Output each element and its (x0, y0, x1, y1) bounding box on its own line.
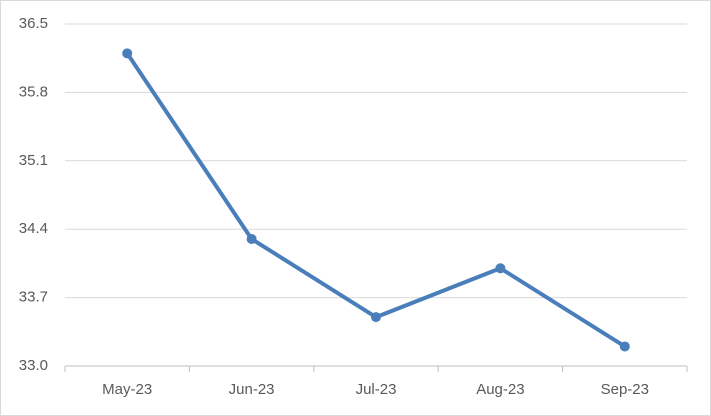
y-tick-label: 34.4 (19, 220, 48, 237)
x-tick-label: Sep-23 (601, 381, 649, 398)
point (371, 312, 381, 323)
point (122, 48, 133, 59)
x-tick-label: May-23 (102, 381, 152, 398)
y-tick-label: 33.7 (19, 289, 48, 306)
y-tick-label: 33.0 (19, 357, 48, 374)
x-tick-label: Jul-23 (356, 381, 397, 398)
y-tick-label: 35.1 (19, 152, 48, 169)
point (246, 233, 257, 244)
point (619, 341, 630, 352)
x-tick-label: Aug-23 (476, 381, 524, 398)
y-tick-label: 35.8 (19, 83, 48, 100)
y-tick-label: 36.5 (19, 15, 48, 32)
point (495, 263, 506, 274)
x-tick-label: Jun-23 (229, 381, 275, 398)
